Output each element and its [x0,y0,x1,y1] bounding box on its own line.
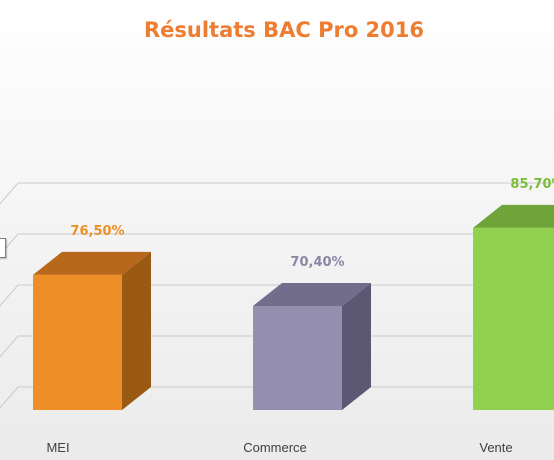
data-label: 76,50% [70,224,124,239]
selection-handle[interactable] [0,238,6,258]
bar-vente [473,227,554,410]
bar-commerce [253,305,342,410]
category-label: Commerce [243,440,307,455]
bar-top-vente [473,204,554,228]
bar-top-commerce [253,282,371,306]
gridline [0,386,554,409]
chart-title: Résultats BAC Pro 2016 [143,18,425,42]
gridline [0,182,554,205]
gridline [0,284,554,307]
bar-mei [33,274,122,410]
bar-top-mei [33,251,151,275]
data-label: 70,40% [290,255,344,270]
data-label: 85,70% [510,177,554,192]
bar-side-commerce [342,282,371,410]
category-label: MEI [46,440,69,455]
gridline [0,335,554,358]
bar-side-mei [122,251,151,410]
category-label: Vente [479,440,512,455]
